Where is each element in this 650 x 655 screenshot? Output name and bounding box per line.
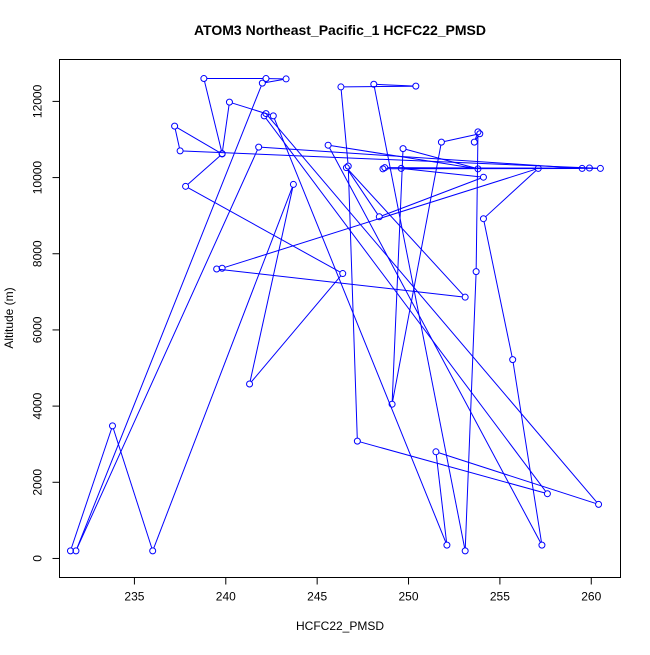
x-tick-label: 260 bbox=[581, 590, 601, 604]
x-axis-label: HCFC22_PMSD bbox=[296, 619, 384, 633]
y-axis-label: Altitude (m) bbox=[2, 287, 16, 348]
chart-title: ATOM3 Northeast_Pacific_1 HCFC22_PMSD bbox=[194, 22, 486, 38]
y-tick-label: 10000 bbox=[31, 161, 45, 195]
x-tick-label: 235 bbox=[124, 590, 144, 604]
y-tick-label: 0 bbox=[31, 555, 45, 562]
y-tick-label: 12000 bbox=[31, 84, 45, 118]
y-tick-label: 4000 bbox=[31, 392, 45, 419]
y-tick-label: 2000 bbox=[31, 469, 45, 496]
y-tick-label: 8000 bbox=[31, 240, 45, 267]
x-tick-label: 240 bbox=[216, 590, 236, 604]
series-segment bbox=[344, 86, 413, 87]
x-tick-label: 250 bbox=[399, 590, 419, 604]
x-tick-label: 245 bbox=[307, 590, 327, 604]
x-tick-label: 255 bbox=[490, 590, 510, 604]
y-tick-label: 6000 bbox=[31, 316, 45, 343]
